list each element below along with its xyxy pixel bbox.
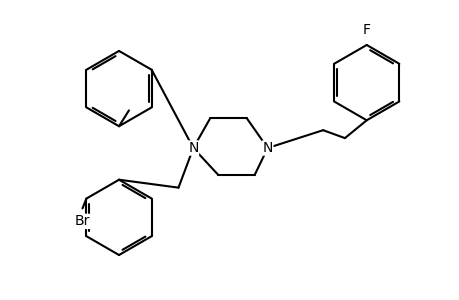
Text: N: N xyxy=(262,141,272,155)
Text: Br: Br xyxy=(75,214,90,228)
Text: F: F xyxy=(362,23,370,37)
Text: N: N xyxy=(188,141,198,155)
